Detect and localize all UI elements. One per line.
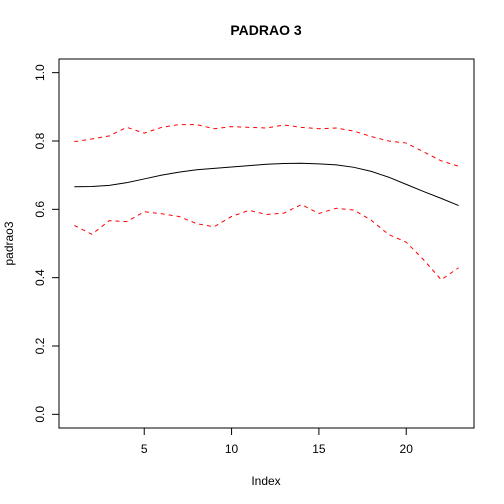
chart-title: PADRAO 3 — [230, 22, 302, 38]
y-tick-label: 0.6 — [33, 201, 47, 218]
y-axis-label: padrao3 — [2, 221, 16, 265]
series-line-3 — [74, 203, 459, 281]
series-line-1 — [74, 162, 459, 207]
x-tick-label: 20 — [400, 442, 414, 456]
x-axis: 5 10 15 20 — [141, 427, 414, 456]
y-axis: 0.0 0.2 0.4 0.6 0.8 1.0 — [33, 64, 60, 423]
x-tick-label: 15 — [312, 442, 326, 456]
y-tick-label: 1.0 — [33, 64, 47, 81]
series-line-2 — [74, 124, 459, 167]
y-tick-label: 0.8 — [33, 132, 47, 149]
y-tick-label: 0.4 — [33, 269, 47, 286]
x-tick-label: 10 — [225, 442, 239, 456]
x-axis-label: Index — [251, 474, 280, 488]
y-tick-label: 0.2 — [33, 337, 47, 354]
x-tick-label: 5 — [141, 442, 148, 456]
plot-frame — [58, 58, 475, 429]
y-tick-label: 0.0 — [33, 406, 47, 423]
series-layer — [74, 124, 459, 281]
